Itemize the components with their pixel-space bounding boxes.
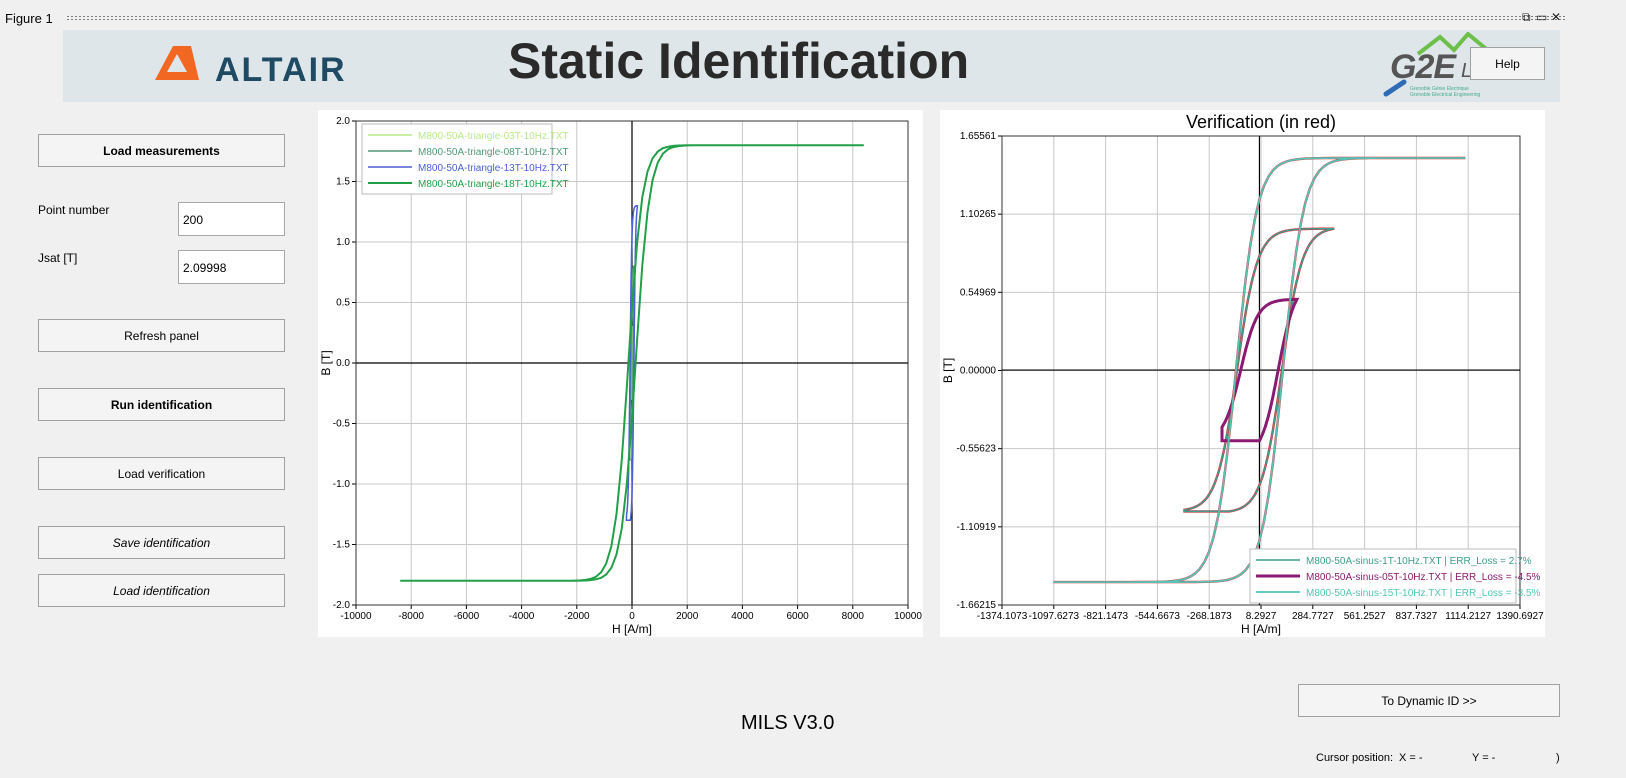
measurement-chart-panel[interactable]: -10000 -8000 -6000 -4000 -2000 0 2000 4000 6000 8… bbox=[318, 110, 923, 637]
x-tick-label: 8000 bbox=[842, 611, 865, 622]
x-tick-label: -821.1473 bbox=[1083, 611, 1128, 622]
x-tick-label: -8000 bbox=[398, 611, 424, 622]
y-tick-label: 0.00000 bbox=[960, 366, 997, 377]
cursor-y-value: Y = - bbox=[1472, 752, 1496, 764]
verification-chart-panel[interactable]: -1374.1073 -1097.6273 -821.1473 -544.6673 -2… bbox=[940, 110, 1545, 637]
y-tick-label: 1.65561 bbox=[960, 131, 997, 142]
window-title: Figure 1 bbox=[5, 11, 53, 26]
x-axis-label: H [A/m] bbox=[612, 622, 652, 636]
legend-entry: M800-50A-triangle-03T-10Hz.TXT bbox=[418, 131, 569, 142]
altair-logo: ALTAIR bbox=[151, 44, 345, 89]
g2e-subtitle-line2: Grenoble Electrical Engineering bbox=[1410, 92, 1481, 98]
x-tick-label: -268.1873 bbox=[1187, 611, 1232, 622]
y-tick-label: 0.5 bbox=[336, 298, 350, 309]
jsat-label: Jsat [T] bbox=[38, 251, 78, 265]
window-titlebar: Figure 1 ⧉ ▭ ✕ bbox=[0, 0, 1626, 30]
y-tick-label: -2.0 bbox=[333, 600, 351, 611]
y-tick-label: 0.0 bbox=[336, 358, 350, 369]
y-tick-label: -0.5 bbox=[333, 419, 351, 430]
y-tick-label: -1.10919 bbox=[957, 522, 997, 533]
toolbar-grip[interactable] bbox=[66, 15, 1566, 21]
cursor-x-value: X = - bbox=[1399, 752, 1423, 764]
x-tick-label: 6000 bbox=[786, 611, 809, 622]
x-tick-label: 4000 bbox=[731, 611, 754, 622]
undock-icon[interactable]: ⧉ bbox=[1522, 10, 1531, 24]
refresh-panel-button[interactable]: Refresh panel bbox=[38, 319, 285, 352]
load-measurements-button[interactable]: Load measurements bbox=[38, 134, 285, 167]
x-tick-label: -4000 bbox=[509, 611, 535, 622]
verification-bh-chart[interactable]: -1374.1073 -1097.6273 -821.1473 -544.6673 -2… bbox=[940, 110, 1545, 637]
maximize-icon[interactable]: ▭ bbox=[1536, 10, 1548, 24]
close-icon[interactable]: ✕ bbox=[1551, 10, 1562, 24]
series-line bbox=[400, 144, 864, 582]
legend-entry: M800-50A-sinus-05T-10Hz.TXT | ERR_Loss =… bbox=[1306, 572, 1541, 583]
y-tick-label: 1.10265 bbox=[960, 209, 997, 220]
y-tick-label: 1.0 bbox=[336, 237, 350, 248]
y-tick-label: -1.66215 bbox=[957, 600, 997, 611]
y-tick-label: -1.0 bbox=[333, 479, 351, 490]
x-tick-label: -1097.6273 bbox=[1028, 611, 1079, 622]
cursor-close-paren: ) bbox=[1556, 752, 1560, 764]
x-tick-label: 8.2927 bbox=[1246, 611, 1277, 622]
g2e-subtitle: Grenoble Génie Electrique Grenoble Elect… bbox=[1410, 86, 1480, 98]
x-axis-label: H [A/m] bbox=[1241, 622, 1281, 636]
x-tick-label: 0 bbox=[629, 611, 635, 622]
legend-entry: M800-50A-triangle-13T-10Hz.TXT bbox=[418, 163, 569, 174]
series-line bbox=[625, 204, 639, 522]
x-tick-label: 284.7727 bbox=[1292, 611, 1334, 622]
load-identification-button[interactable]: Load identification bbox=[38, 574, 285, 607]
y-tick-label: -1.5 bbox=[333, 540, 351, 551]
x-tick-label: -2000 bbox=[564, 611, 590, 622]
chart-title: Verification (in red) bbox=[1186, 112, 1336, 132]
legend-entry: M800-50A-sinus-1T-10Hz.TXT | ERR_Loss = … bbox=[1306, 556, 1532, 567]
g2e-subtitle-line1: Grenoble Génie Electrique bbox=[1410, 86, 1469, 92]
cursor-position-label: Cursor position: bbox=[1316, 752, 1394, 764]
page-title: Static Identification bbox=[508, 33, 970, 89]
g2e-wordmark: G2E bbox=[1390, 48, 1456, 86]
legend-entry: M800-50A-triangle-08T-10Hz.TXT bbox=[418, 147, 569, 158]
y-axis-label: B [T] bbox=[941, 358, 955, 383]
save-identification-button[interactable]: Save identification bbox=[38, 526, 285, 559]
x-tick-label: -6000 bbox=[454, 611, 480, 622]
x-tick-label: 1390.6927 bbox=[1496, 611, 1544, 622]
header-banner: ALTAIR Static Identification G2E Lab Gre… bbox=[63, 30, 1560, 102]
x-tick-label: -10000 bbox=[340, 611, 372, 622]
x-tick-label: 561.2527 bbox=[1344, 611, 1386, 622]
g2e-mountain-icon bbox=[1383, 32, 1492, 97]
to-dynamic-id-button[interactable]: To Dynamic ID >> bbox=[1298, 684, 1560, 717]
altair-triangle-icon bbox=[155, 46, 199, 80]
help-button[interactable]: Help bbox=[1470, 47, 1545, 80]
run-identification-button[interactable]: Run identification bbox=[38, 388, 285, 421]
x-tick-label: 2000 bbox=[676, 611, 699, 622]
y-tick-label: -0.55623 bbox=[957, 444, 997, 455]
x-tick-label: -544.6673 bbox=[1135, 611, 1180, 622]
x-tick-label: -1374.1073 bbox=[977, 611, 1028, 622]
series-line bbox=[629, 265, 635, 461]
version-label: MILS V3.0 bbox=[741, 712, 835, 734]
y-tick-label: 1.5 bbox=[336, 177, 350, 188]
point-number-input[interactable]: 200 bbox=[178, 202, 285, 236]
altair-wordmark: ALTAIR bbox=[215, 51, 347, 89]
y-tick-label: 2.0 bbox=[336, 116, 350, 127]
x-tick-label: 837.7327 bbox=[1396, 611, 1438, 622]
y-axis-label: B [T] bbox=[319, 350, 333, 375]
x-tick-label: 1114.2127 bbox=[1445, 611, 1491, 622]
y-tick-label: 0.54969 bbox=[960, 287, 997, 298]
measurement-bh-chart[interactable]: -10000 -8000 -6000 -4000 -2000 0 2000 4000 6000 8… bbox=[318, 110, 923, 637]
point-number-label: Point number bbox=[38, 203, 110, 217]
load-verification-button[interactable]: Load verification bbox=[38, 457, 285, 490]
series-line bbox=[1053, 157, 1466, 583]
legend-entry: M800-50A-triangle-18T-10Hz.TXT bbox=[418, 179, 569, 190]
x-tick-label: 10000 bbox=[894, 611, 922, 622]
series-line bbox=[1220, 297, 1300, 443]
legend-entry: M800-50A-sinus-15T-10Hz.TXT | ERR_Loss =… bbox=[1306, 588, 1541, 599]
jsat-input[interactable]: 2.09998 bbox=[178, 250, 285, 284]
